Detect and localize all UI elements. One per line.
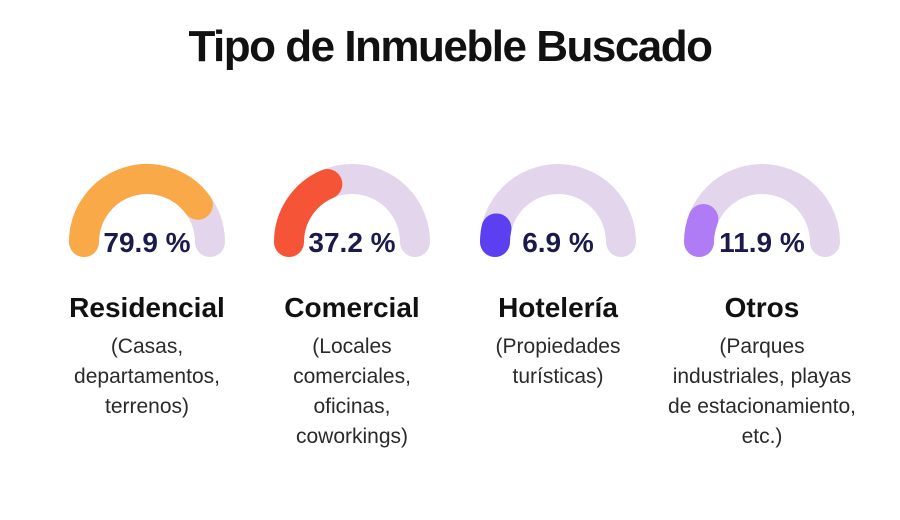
gauge-value-arc — [684, 203, 719, 257]
gauge-2: 6.9 % — [480, 164, 636, 258]
category-otros: Otros (Parques industriales, playas de e… — [662, 292, 862, 452]
gauge-value-label: 6.9 % — [522, 227, 594, 258]
gauges-area: 79.9 % 37.2 % 6.9 % 11.9 % — [69, 164, 840, 258]
category-description: (Propiedades turísticas) — [495, 335, 621, 388]
gauge-value-label: 11.9 % — [719, 227, 805, 258]
category-description: (Parques industriales, playas de estacio… — [668, 335, 856, 448]
gauge-value-label: 37.2 % — [308, 227, 395, 258]
gauge-value-arc — [480, 213, 512, 257]
category-comercial: Comercial (Locales comerciales, oficinas… — [252, 292, 452, 452]
category-name: Comercial — [284, 292, 420, 323]
category-name: Otros — [724, 292, 800, 323]
category-description: (Casas, departamentos, terrenos) — [74, 335, 220, 418]
category-residencial: Residencial (Casas, departamentos, terre… — [47, 292, 247, 422]
gauge-0: 79.9 % — [69, 164, 225, 258]
gauge-3: 11.9 % — [684, 164, 840, 258]
category-description: (Locales comerciales, oficinas, coworkin… — [293, 335, 411, 448]
gauge-value-arc — [274, 169, 343, 257]
category-name: Hotelería — [498, 292, 618, 323]
chart-title: Tipo de Inmueble Buscado — [188, 22, 713, 71]
category-name: Residencial — [69, 292, 225, 323]
gauge-1: 37.2 % — [274, 164, 430, 258]
gauge-value-arc — [69, 164, 213, 257]
gauge-value-label: 79.9 % — [103, 227, 190, 258]
category-hoteleria: Hotelería (Propiedades turísticas) — [458, 292, 658, 392]
